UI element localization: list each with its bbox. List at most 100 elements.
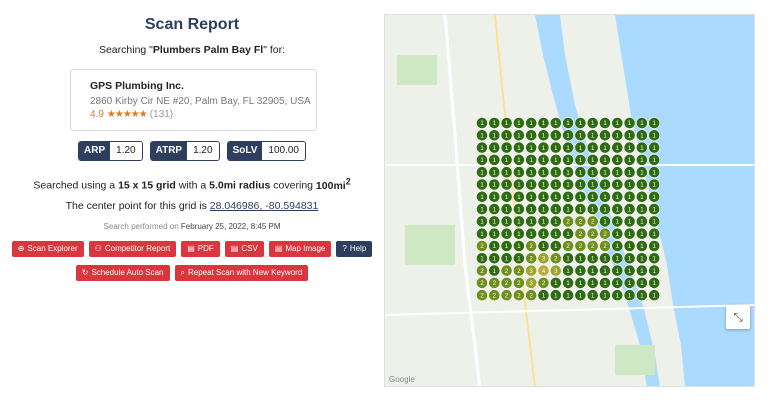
rank-pin[interactable] [635, 276, 648, 289]
rank-pin[interactable] [611, 289, 624, 302]
rank-pin[interactable] [611, 117, 624, 129]
rank-pin[interactable] [512, 289, 525, 302]
rank-pin[interactable] [574, 240, 587, 252]
competitor-report-button[interactable]: ⚇ Competitor Report [88, 241, 177, 257]
rank-pin[interactable] [648, 153, 661, 166]
rank-pin[interactable] [537, 178, 550, 191]
rank-pin[interactable] [476, 178, 488, 191]
rank-pin[interactable] [611, 264, 624, 277]
rank-pin[interactable] [623, 227, 636, 240]
rank-pin[interactable] [500, 289, 513, 302]
rank-pin[interactable] [623, 240, 636, 252]
rank-pin[interactable] [500, 153, 513, 166]
rank-pin[interactable] [549, 240, 562, 252]
rank-pin[interactable] [500, 276, 513, 289]
rank-pin[interactable] [586, 227, 599, 240]
rank-pin[interactable] [574, 289, 587, 302]
rank-pin[interactable] [562, 215, 574, 228]
rank-pin[interactable] [623, 264, 636, 277]
rank-pin[interactable] [549, 129, 562, 142]
rank-pin[interactable] [549, 252, 562, 265]
rank-pin[interactable] [635, 240, 648, 252]
rank-pin[interactable] [562, 129, 574, 142]
repeat-scan-button[interactable]: ⌕ Repeat Scan with New Keyword [174, 265, 309, 281]
rank-pin[interactable] [476, 153, 488, 166]
rank-pin[interactable] [574, 227, 587, 240]
rank-pin[interactable] [537, 227, 550, 240]
rank-pin[interactable] [611, 178, 624, 191]
rank-pin[interactable] [562, 117, 574, 129]
rank-pin[interactable] [525, 178, 538, 191]
rank-pin[interactable] [623, 289, 636, 302]
rank-pin[interactable] [476, 240, 488, 252]
rank-pin[interactable] [648, 227, 661, 240]
rank-pin[interactable] [500, 117, 513, 129]
rank-pin[interactable] [488, 203, 501, 215]
rank-pin[interactable] [562, 153, 574, 166]
rank-pin[interactable] [488, 227, 501, 240]
rank-pin[interactable] [586, 215, 599, 228]
rank-pin[interactable] [586, 129, 599, 142]
rank-pin[interactable] [512, 178, 525, 191]
schedule-auto-scan-button[interactable]: ↻ Schedule Auto Scan [75, 265, 170, 281]
rank-pin[interactable] [537, 153, 550, 166]
rank-pin[interactable] [599, 227, 611, 240]
rank-pin[interactable] [599, 141, 611, 154]
rank-pin[interactable] [599, 215, 611, 228]
rank-pin[interactable] [537, 190, 550, 203]
rank-pin[interactable] [537, 215, 550, 228]
rank-pin[interactable] [599, 190, 611, 203]
rank-pin[interactable] [611, 227, 624, 240]
rank-pin[interactable] [635, 252, 648, 265]
rank-pin[interactable] [586, 117, 599, 129]
rank-pin[interactable] [476, 215, 488, 228]
rank-pin[interactable] [512, 203, 525, 215]
rank-pin[interactable] [574, 203, 587, 215]
rank-pin[interactable] [525, 117, 538, 129]
rank-pin[interactable] [549, 141, 562, 154]
scan-explorer-button[interactable]: ⊕ Scan Explorer [11, 241, 84, 257]
rank-pin[interactable] [611, 252, 624, 265]
rank-pin[interactable] [599, 117, 611, 129]
rank-pin[interactable] [648, 166, 661, 179]
rank-pin[interactable] [574, 166, 587, 179]
rank-pin[interactable] [525, 190, 538, 203]
rank-pin[interactable] [635, 178, 648, 191]
rank-pin[interactable] [500, 227, 513, 240]
rank-pin[interactable] [623, 215, 636, 228]
rank-pin[interactable] [562, 252, 574, 265]
fullscreen-toggle-icon[interactable]: ⤡ [726, 305, 750, 329]
rank-pin[interactable] [562, 166, 574, 179]
rank-pin[interactable] [635, 215, 648, 228]
rank-pin[interactable] [525, 141, 538, 154]
rank-pin[interactable] [525, 166, 538, 179]
rank-pin[interactable] [537, 289, 550, 302]
rank-pin[interactable] [476, 129, 488, 142]
rank-pin[interactable] [537, 203, 550, 215]
rank-pin[interactable] [623, 141, 636, 154]
rank-pin[interactable] [611, 141, 624, 154]
rank-pin[interactable] [525, 215, 538, 228]
rank-pin[interactable] [476, 252, 488, 265]
rank-pin[interactable] [537, 276, 550, 289]
rank-pin[interactable] [562, 178, 574, 191]
rank-pin[interactable] [476, 203, 488, 215]
rank-pin[interactable] [512, 276, 525, 289]
rank-pin[interactable] [488, 240, 501, 252]
rank-pin[interactable] [599, 203, 611, 215]
rank-pin[interactable] [623, 252, 636, 265]
rank-pin[interactable] [525, 276, 538, 289]
rank-pin[interactable] [537, 240, 550, 252]
rank-pin[interactable] [611, 166, 624, 179]
rank-pin[interactable] [623, 153, 636, 166]
rank-pin[interactable] [488, 166, 501, 179]
rank-pin[interactable] [574, 129, 587, 142]
rank-pin[interactable] [648, 264, 661, 277]
rank-pin[interactable] [635, 166, 648, 179]
rank-pin[interactable] [586, 289, 599, 302]
rank-pin[interactable] [599, 252, 611, 265]
rank-pin[interactable] [512, 252, 525, 265]
rank-pin[interactable] [562, 141, 574, 154]
rank-pin[interactable] [586, 153, 599, 166]
rank-pin[interactable] [500, 215, 513, 228]
